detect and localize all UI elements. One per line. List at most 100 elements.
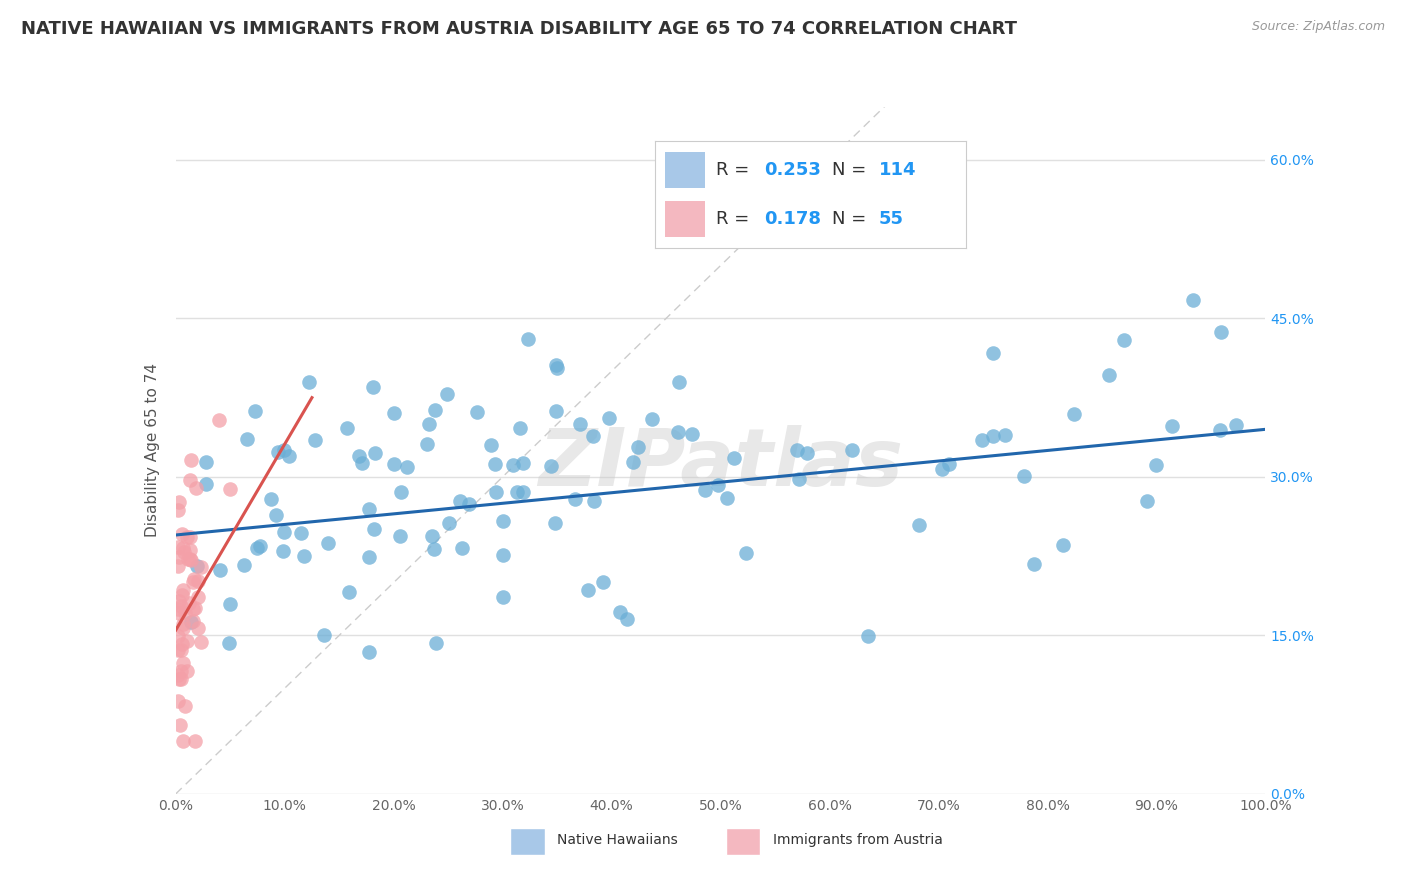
- Point: [167, 673, 190, 687]
- Point: [304, 433, 326, 447]
- Point: [208, 563, 231, 577]
- Point: [179, 530, 201, 544]
- Point: [1161, 418, 1184, 433]
- Point: [169, 718, 191, 732]
- Point: [181, 574, 204, 589]
- Point: [218, 636, 240, 650]
- Point: [186, 558, 208, 573]
- Point: [1225, 418, 1247, 433]
- Point: [170, 673, 193, 687]
- Point: [1022, 557, 1045, 571]
- Point: [180, 615, 202, 629]
- Point: [179, 473, 201, 487]
- Point: [907, 518, 929, 533]
- Point: [359, 549, 381, 564]
- Text: NATIVE HAWAIIAN VS IMMIGRANTS FROM AUSTRIA DISABILITY AGE 65 TO 74 CORRELATION C: NATIVE HAWAIIAN VS IMMIGRANTS FROM AUSTR…: [21, 20, 1017, 37]
- Point: [505, 484, 527, 499]
- Point: [337, 585, 360, 599]
- Point: [273, 544, 295, 558]
- Point: [786, 442, 808, 457]
- Point: [167, 540, 190, 554]
- Point: [382, 457, 405, 471]
- Point: [938, 458, 960, 472]
- Point: [841, 442, 863, 457]
- Point: [449, 494, 471, 508]
- Point: [1144, 458, 1167, 472]
- Point: [176, 530, 198, 544]
- Point: [492, 549, 515, 563]
- Point: [167, 602, 190, 616]
- Y-axis label: Disability Age 65 to 74: Disability Age 65 to 74: [145, 363, 160, 538]
- Point: [181, 615, 204, 629]
- Point: [479, 438, 502, 452]
- Point: [172, 583, 194, 598]
- Point: [388, 529, 411, 543]
- Point: [576, 583, 599, 598]
- Point: [621, 455, 644, 469]
- Point: [174, 699, 197, 714]
- Point: [292, 549, 315, 563]
- Point: [167, 629, 190, 643]
- Point: [509, 421, 531, 435]
- Point: [264, 508, 287, 523]
- Point: [512, 456, 534, 470]
- Point: [492, 514, 515, 528]
- Point: [167, 559, 190, 574]
- Point: [546, 403, 568, 417]
- Point: [170, 643, 193, 657]
- Point: [972, 433, 994, 447]
- Point: [695, 483, 717, 497]
- Point: [260, 491, 283, 506]
- Point: [616, 612, 638, 626]
- Point: [423, 541, 446, 556]
- Point: [174, 606, 197, 620]
- Point: [1012, 469, 1035, 483]
- Point: [502, 458, 524, 473]
- Point: [273, 443, 295, 458]
- Point: [173, 545, 195, 559]
- Point: [544, 516, 567, 530]
- Point: [180, 453, 202, 467]
- Point: [179, 553, 201, 567]
- Point: [735, 546, 758, 560]
- Point: [1112, 334, 1135, 348]
- Point: [544, 359, 567, 373]
- Point: [172, 621, 194, 635]
- Point: [568, 417, 591, 431]
- Point: [190, 635, 212, 649]
- Point: [177, 596, 200, 610]
- Point: [716, 491, 738, 506]
- Point: [564, 492, 586, 507]
- Point: [420, 529, 443, 543]
- Point: [582, 429, 605, 443]
- Point: [389, 484, 412, 499]
- Point: [641, 411, 664, 425]
- Point: [184, 601, 207, 615]
- Point: [170, 637, 193, 651]
- Point: [187, 621, 209, 635]
- Point: [187, 574, 209, 589]
- Point: [425, 636, 447, 650]
- Point: [484, 485, 506, 500]
- Point: [177, 552, 200, 566]
- Point: [170, 526, 193, 541]
- Point: [363, 522, 385, 536]
- Point: [169, 550, 191, 565]
- Point: [172, 656, 194, 670]
- Point: [416, 436, 439, 450]
- Point: [627, 440, 650, 454]
- Point: [218, 483, 240, 497]
- Point: [179, 551, 201, 566]
- Point: [436, 387, 458, 401]
- Point: [267, 445, 290, 459]
- Point: [187, 590, 209, 604]
- Point: [666, 425, 689, 439]
- Point: [582, 493, 605, 508]
- Point: [350, 456, 373, 470]
- Point: [1182, 293, 1205, 307]
- Text: ZIPatlas: ZIPatlas: [538, 425, 903, 503]
- Point: [170, 599, 193, 614]
- Point: [592, 575, 614, 590]
- Point: [1209, 424, 1232, 438]
- Point: [458, 496, 481, 510]
